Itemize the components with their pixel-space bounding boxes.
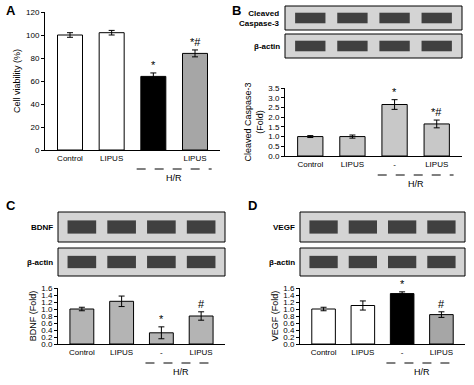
svg-text:H/R: H/R [414,367,430,377]
svg-text:0: 0 [35,146,40,155]
svg-text:LIPUS: LIPUS [100,154,123,163]
svg-text:LIPUS: LIPUS [190,348,213,357]
svg-text:Control: Control [297,160,323,169]
svg-text:1.5: 1.5 [268,123,280,132]
svg-text:-: - [393,160,396,169]
svg-text:*#: *# [190,36,201,48]
svg-text:LIPUS: LIPUS [341,160,364,169]
svg-text:A: A [6,3,16,18]
svg-text:Control: Control [57,154,83,163]
svg-text:*: * [159,313,164,325]
svg-text:0.8: 0.8 [41,312,53,321]
svg-text:0.8: 0.8 [283,312,295,321]
svg-text:β-actin: β-actin [254,42,280,51]
svg-text:C: C [6,198,16,213]
svg-text:H/R: H/R [408,179,424,189]
svg-text:VEGF: VEGF [273,223,295,232]
svg-text:Cell viability (%): Cell viability (%) [12,49,22,113]
svg-text:0.6: 0.6 [283,319,295,328]
svg-text:0.0: 0.0 [41,340,53,349]
svg-text:40: 40 [30,100,39,109]
svg-text:0.5: 0.5 [268,142,280,151]
svg-text:β-actin: β-actin [27,258,53,267]
svg-text:*#: *# [431,106,442,118]
svg-text:VEGF (Fold): VEGF (Fold) [270,291,280,342]
svg-text:Control: Control [311,348,337,357]
svg-text:1.0: 1.0 [41,305,53,314]
svg-text:0.0: 0.0 [283,340,295,349]
svg-text:BDNF (Fold): BDNF (Fold) [28,291,38,342]
svg-text:LIPUS: LIPUS [183,154,206,163]
svg-text:2.0: 2.0 [268,113,280,122]
svg-text:2.5: 2.5 [268,103,280,112]
svg-text:*: * [151,59,156,71]
svg-text:D: D [248,198,257,213]
svg-text:0.2: 0.2 [41,333,53,342]
svg-text:#: # [438,298,445,310]
svg-text:3.0: 3.0 [268,94,280,103]
svg-text:0.6: 0.6 [41,319,53,328]
svg-text:80: 80 [30,54,39,63]
svg-text:Cleaved Caspase-3(Fold): Cleaved Caspase-3(Fold) [243,82,265,161]
svg-text:LIPUS: LIPUS [351,348,374,357]
svg-text:β-actin: β-actin [269,258,295,267]
svg-text:3.5: 3.5 [268,84,280,93]
svg-text:1.2: 1.2 [41,298,53,307]
svg-text:0.0: 0.0 [268,152,280,161]
svg-text:100: 100 [26,31,40,40]
svg-text:B: B [232,3,241,18]
svg-text:1.4: 1.4 [283,291,295,300]
svg-text:-: - [160,348,163,357]
svg-text:LIPUS: LIPUS [110,348,133,357]
svg-text:20: 20 [30,123,39,132]
svg-text:1.0: 1.0 [283,305,295,314]
svg-text:-: - [401,348,404,357]
svg-text:CleavedCaspase-3: CleavedCaspase-3 [239,9,280,28]
svg-text:1.4: 1.4 [41,291,53,300]
svg-text:1.6: 1.6 [41,284,53,293]
svg-text:1.2: 1.2 [283,298,295,307]
svg-text:*: * [400,278,405,290]
svg-text:*: * [392,86,397,98]
svg-text:0.4: 0.4 [41,326,53,335]
svg-text:#: # [198,298,205,310]
svg-text:LIPUS: LIPUS [425,160,448,169]
svg-text:1.0: 1.0 [268,132,280,141]
svg-text:0.2: 0.2 [283,333,295,342]
svg-text:H/R: H/R [173,367,189,377]
svg-text:0.4: 0.4 [283,326,295,335]
svg-text:60: 60 [30,77,39,86]
svg-text:120: 120 [26,8,40,17]
svg-text:BDNF: BDNF [31,223,53,232]
svg-text:1.6: 1.6 [283,284,295,293]
svg-text:H/R: H/R [166,173,182,183]
svg-text:LIPUS: LIPUS [430,348,453,357]
svg-text:Control: Control [69,348,95,357]
